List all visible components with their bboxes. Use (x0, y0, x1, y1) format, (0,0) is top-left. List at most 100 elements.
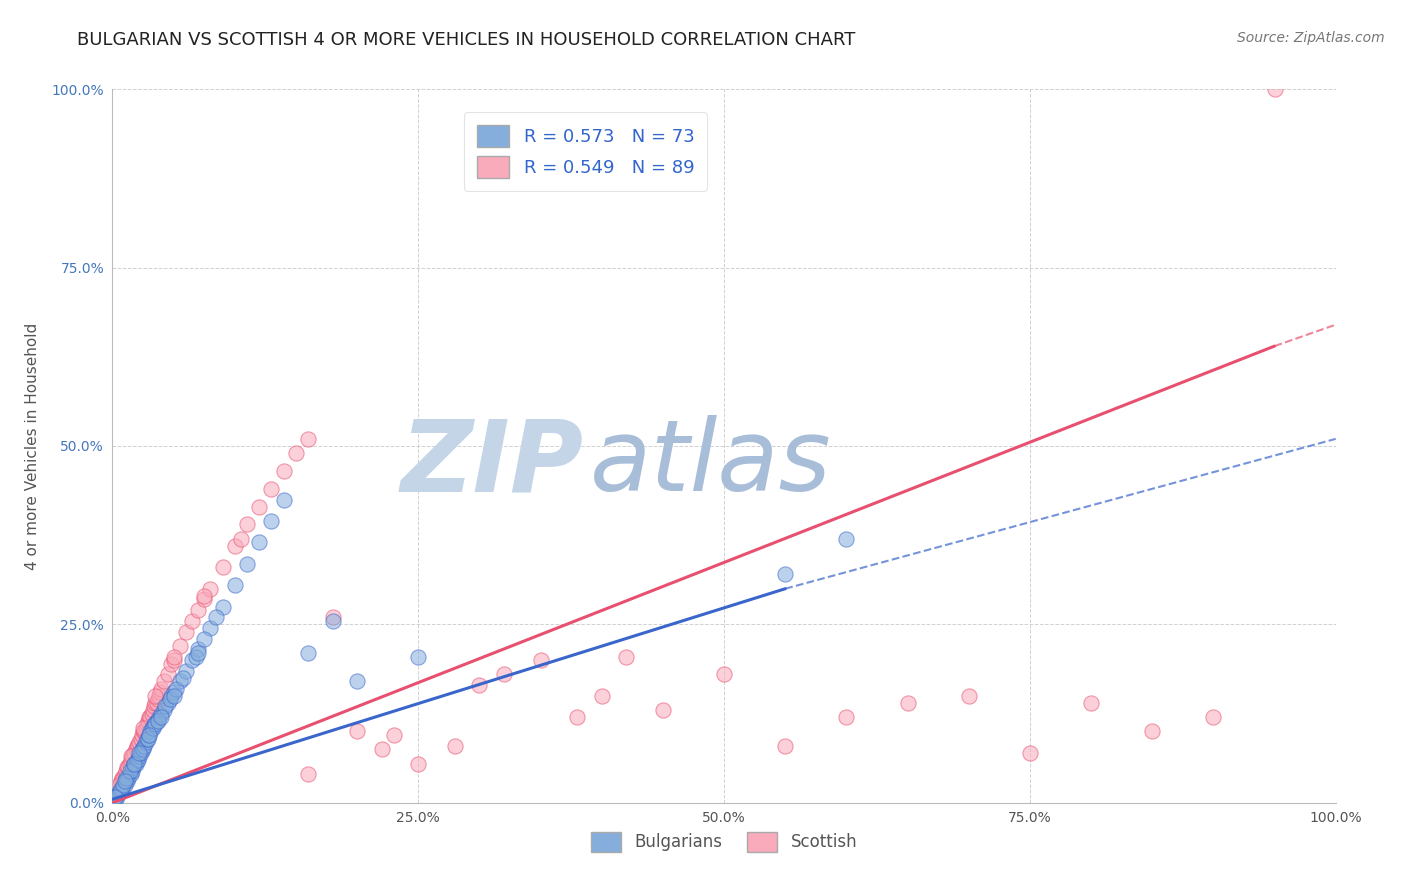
Point (143, 699, 166, 714)
Point (200, 621, 222, 635)
Point (139, 710, 162, 724)
Point (120, 749, 142, 764)
Point (169, 639, 191, 653)
Point (468, 678, 491, 692)
Point (159, 692, 181, 706)
Point (108, 785, 131, 799)
Point (124, 756, 146, 771)
Point (172, 671, 194, 685)
Point (224, 578, 246, 592)
Point (128, 746, 150, 760)
Point (1202, 710, 1225, 724)
Point (346, 724, 368, 739)
Point (143, 696, 166, 710)
Point (150, 710, 173, 724)
Point (112, 771, 135, 785)
Point (229, 532, 252, 546)
Point (131, 742, 153, 756)
Point (145, 696, 167, 710)
Y-axis label: 4 or more Vehicles in Household: 4 or more Vehicles in Household (25, 322, 41, 570)
Point (1080, 696, 1102, 710)
Point (139, 724, 162, 739)
Point (111, 781, 134, 796)
Point (346, 674, 368, 689)
Point (125, 753, 148, 767)
Text: BULGARIAN VS SCOTTISH 4 OR MORE VEHICLES IN HOUSEHOLD CORRELATION CHART: BULGARIAN VS SCOTTISH 4 OR MORE VEHICLES… (77, 31, 856, 49)
Point (105, 789, 128, 803)
Point (382, 728, 405, 742)
Point (408, 756, 430, 771)
Text: ZIP: ZIP (401, 416, 583, 512)
Point (134, 739, 156, 753)
Point (205, 610, 228, 624)
Point (120, 753, 142, 767)
Point (117, 760, 139, 774)
Point (111, 771, 134, 785)
Point (138, 728, 160, 742)
Point (184, 649, 207, 664)
Point (135, 731, 157, 746)
Point (297, 767, 319, 781)
Point (104, 790, 127, 805)
Point (1264, 82, 1286, 96)
Point (105, 785, 128, 799)
Point (165, 681, 187, 696)
Point (115, 764, 138, 778)
Point (897, 696, 920, 710)
Point (408, 649, 430, 664)
Point (247, 500, 270, 514)
Point (181, 614, 204, 628)
Point (138, 728, 160, 742)
Point (146, 692, 169, 706)
Point (145, 714, 167, 728)
Point (143, 717, 166, 731)
Point (135, 717, 157, 731)
Point (163, 649, 186, 664)
Point (174, 624, 197, 639)
Point (114, 767, 136, 781)
Text: atlas: atlas (589, 416, 831, 512)
Point (110, 774, 132, 789)
Point (134, 735, 156, 749)
Point (107, 781, 129, 796)
Point (134, 724, 156, 739)
Point (115, 771, 138, 785)
Point (775, 739, 797, 753)
Point (127, 753, 149, 767)
Point (260, 482, 283, 496)
Point (1142, 724, 1164, 739)
Point (163, 685, 186, 699)
Point (124, 756, 146, 771)
Point (121, 749, 143, 764)
Point (211, 599, 233, 614)
Point (141, 706, 163, 721)
Point (156, 667, 179, 681)
Point (156, 696, 179, 710)
Point (136, 731, 159, 746)
Point (150, 681, 173, 696)
Point (322, 614, 344, 628)
Point (153, 699, 176, 714)
Text: Source: ZipAtlas.com: Source: ZipAtlas.com (1237, 31, 1385, 45)
Point (297, 432, 319, 446)
Point (142, 703, 165, 717)
Point (124, 746, 146, 760)
Point (163, 689, 186, 703)
Point (713, 667, 735, 681)
Point (125, 756, 148, 771)
Point (957, 689, 980, 703)
Point (118, 756, 141, 771)
Point (128, 749, 150, 764)
Point (108, 778, 131, 792)
Point (193, 589, 215, 603)
Point (835, 532, 858, 546)
Point (193, 632, 215, 646)
Point (132, 721, 155, 735)
Point (153, 674, 176, 689)
Point (224, 539, 246, 553)
Point (131, 728, 153, 742)
Point (211, 560, 233, 574)
Point (120, 767, 142, 781)
Point (122, 749, 145, 764)
Point (105, 792, 128, 806)
